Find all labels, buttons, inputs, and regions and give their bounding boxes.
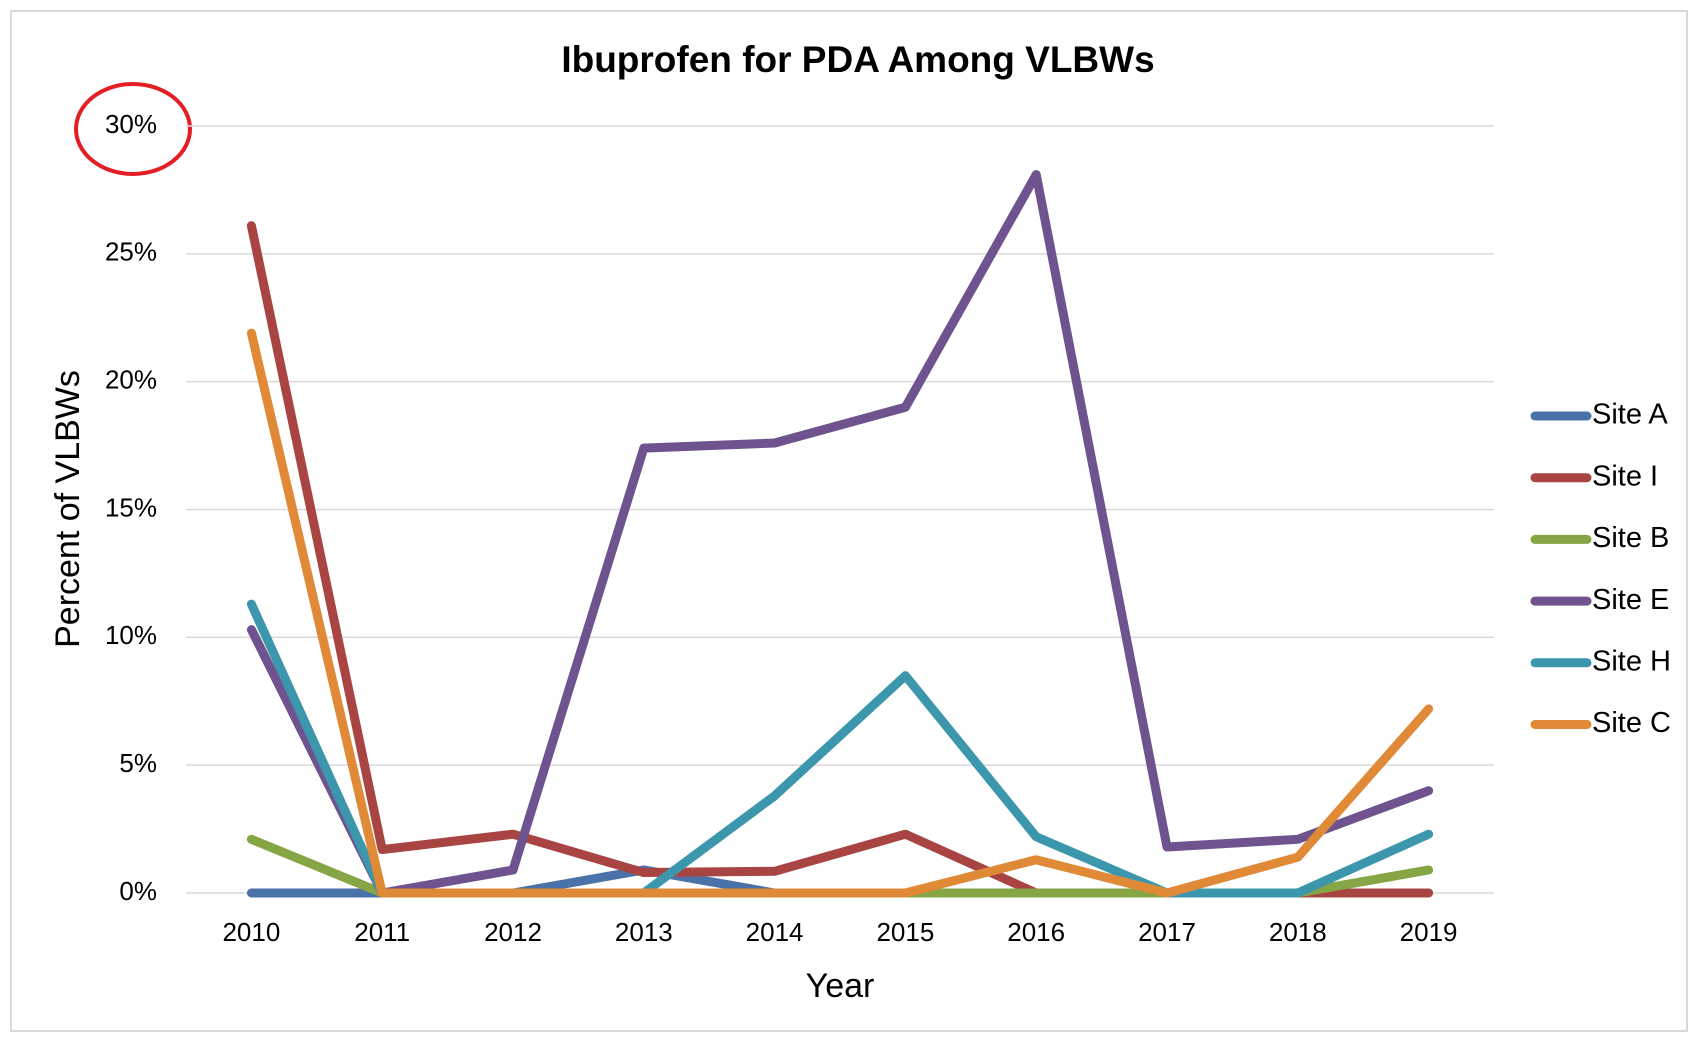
- x-tick-label: 2017: [1138, 917, 1196, 947]
- x-tick-label: 2012: [484, 917, 542, 947]
- x-tick-label: 2016: [1007, 917, 1065, 947]
- y-tick-label: 15%: [105, 492, 157, 522]
- y-tick-label: 5%: [119, 748, 157, 778]
- x-tick-label: 2011: [354, 917, 410, 947]
- x-tick-label: 2013: [615, 917, 673, 947]
- legend-label: Site B: [1592, 522, 1669, 554]
- legend-label: Site C: [1592, 707, 1671, 739]
- legend-label: Site A: [1592, 399, 1668, 431]
- y-tick-label: 10%: [105, 620, 157, 650]
- legend-label: Site H: [1592, 645, 1671, 677]
- legend-label: Site I: [1592, 460, 1658, 492]
- y-tick-label: 0%: [119, 876, 157, 906]
- y-tick-label: 30%: [105, 109, 157, 139]
- x-axis-label: Year: [806, 967, 875, 1005]
- chart-title: Ibuprofen for PDA Among VLBWs: [561, 39, 1154, 80]
- series-line: [246, 170, 1434, 898]
- x-tick-label: 2014: [746, 917, 804, 947]
- chart-frame: [10, 10, 1688, 1032]
- series-line: [246, 328, 1434, 898]
- x-tick-label: 2019: [1400, 917, 1458, 947]
- x-tick-label: 2018: [1269, 917, 1327, 947]
- y-tick-label: 20%: [105, 365, 157, 395]
- y-axis-label: Percent of VLBWs: [49, 370, 87, 648]
- y-tick-label: 25%: [105, 237, 157, 267]
- x-tick-label: 2010: [222, 917, 280, 947]
- x-tick-label: 2015: [876, 917, 934, 947]
- legend-label: Site E: [1592, 584, 1669, 616]
- highlight-circle: [74, 82, 192, 176]
